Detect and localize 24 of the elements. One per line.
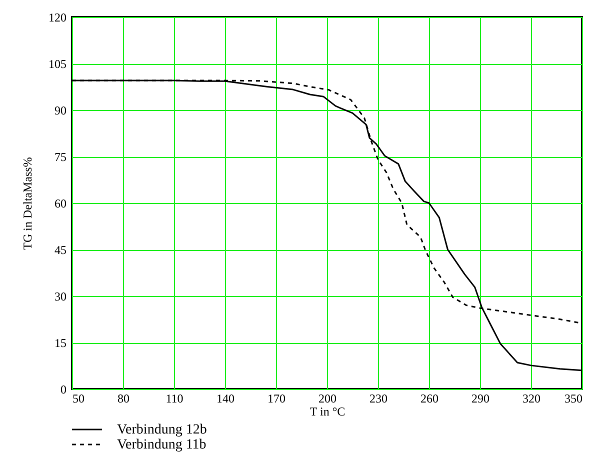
y-tick-label: 15 xyxy=(54,336,66,350)
y-tick-label: 45 xyxy=(54,243,66,257)
x-tick-label: 230 xyxy=(370,392,388,406)
y-tick-label: 60 xyxy=(54,196,66,210)
x-tick-label: 80 xyxy=(118,392,130,406)
x-tick-label: 290 xyxy=(472,392,490,406)
y-tick-label: 0 xyxy=(60,382,66,396)
x-tick-label: 170 xyxy=(268,392,286,406)
y-tick-label: 90 xyxy=(54,104,66,118)
x-tick-label: 110 xyxy=(166,392,184,406)
x-tick-label: 260 xyxy=(420,392,438,406)
x-tick-label: 50 xyxy=(72,392,84,406)
x-tick-label: 140 xyxy=(216,392,234,406)
y-tick-label: 75 xyxy=(54,150,66,164)
y-axis-title: TG in DeltaMass% xyxy=(20,157,34,250)
x-tick-label: 320 xyxy=(522,392,540,406)
y-tick-label: 30 xyxy=(54,290,66,304)
legend-label: Verbindung 12b xyxy=(117,422,207,438)
legend-label: Verbindung 11b xyxy=(117,438,206,452)
x-axis-title: T in °C xyxy=(310,404,346,418)
x-tick-label: 350 xyxy=(564,392,582,406)
y-tick-label: 105 xyxy=(48,57,66,71)
y-tick-label: 120 xyxy=(48,10,66,24)
x-tick-label: 200 xyxy=(318,392,336,406)
